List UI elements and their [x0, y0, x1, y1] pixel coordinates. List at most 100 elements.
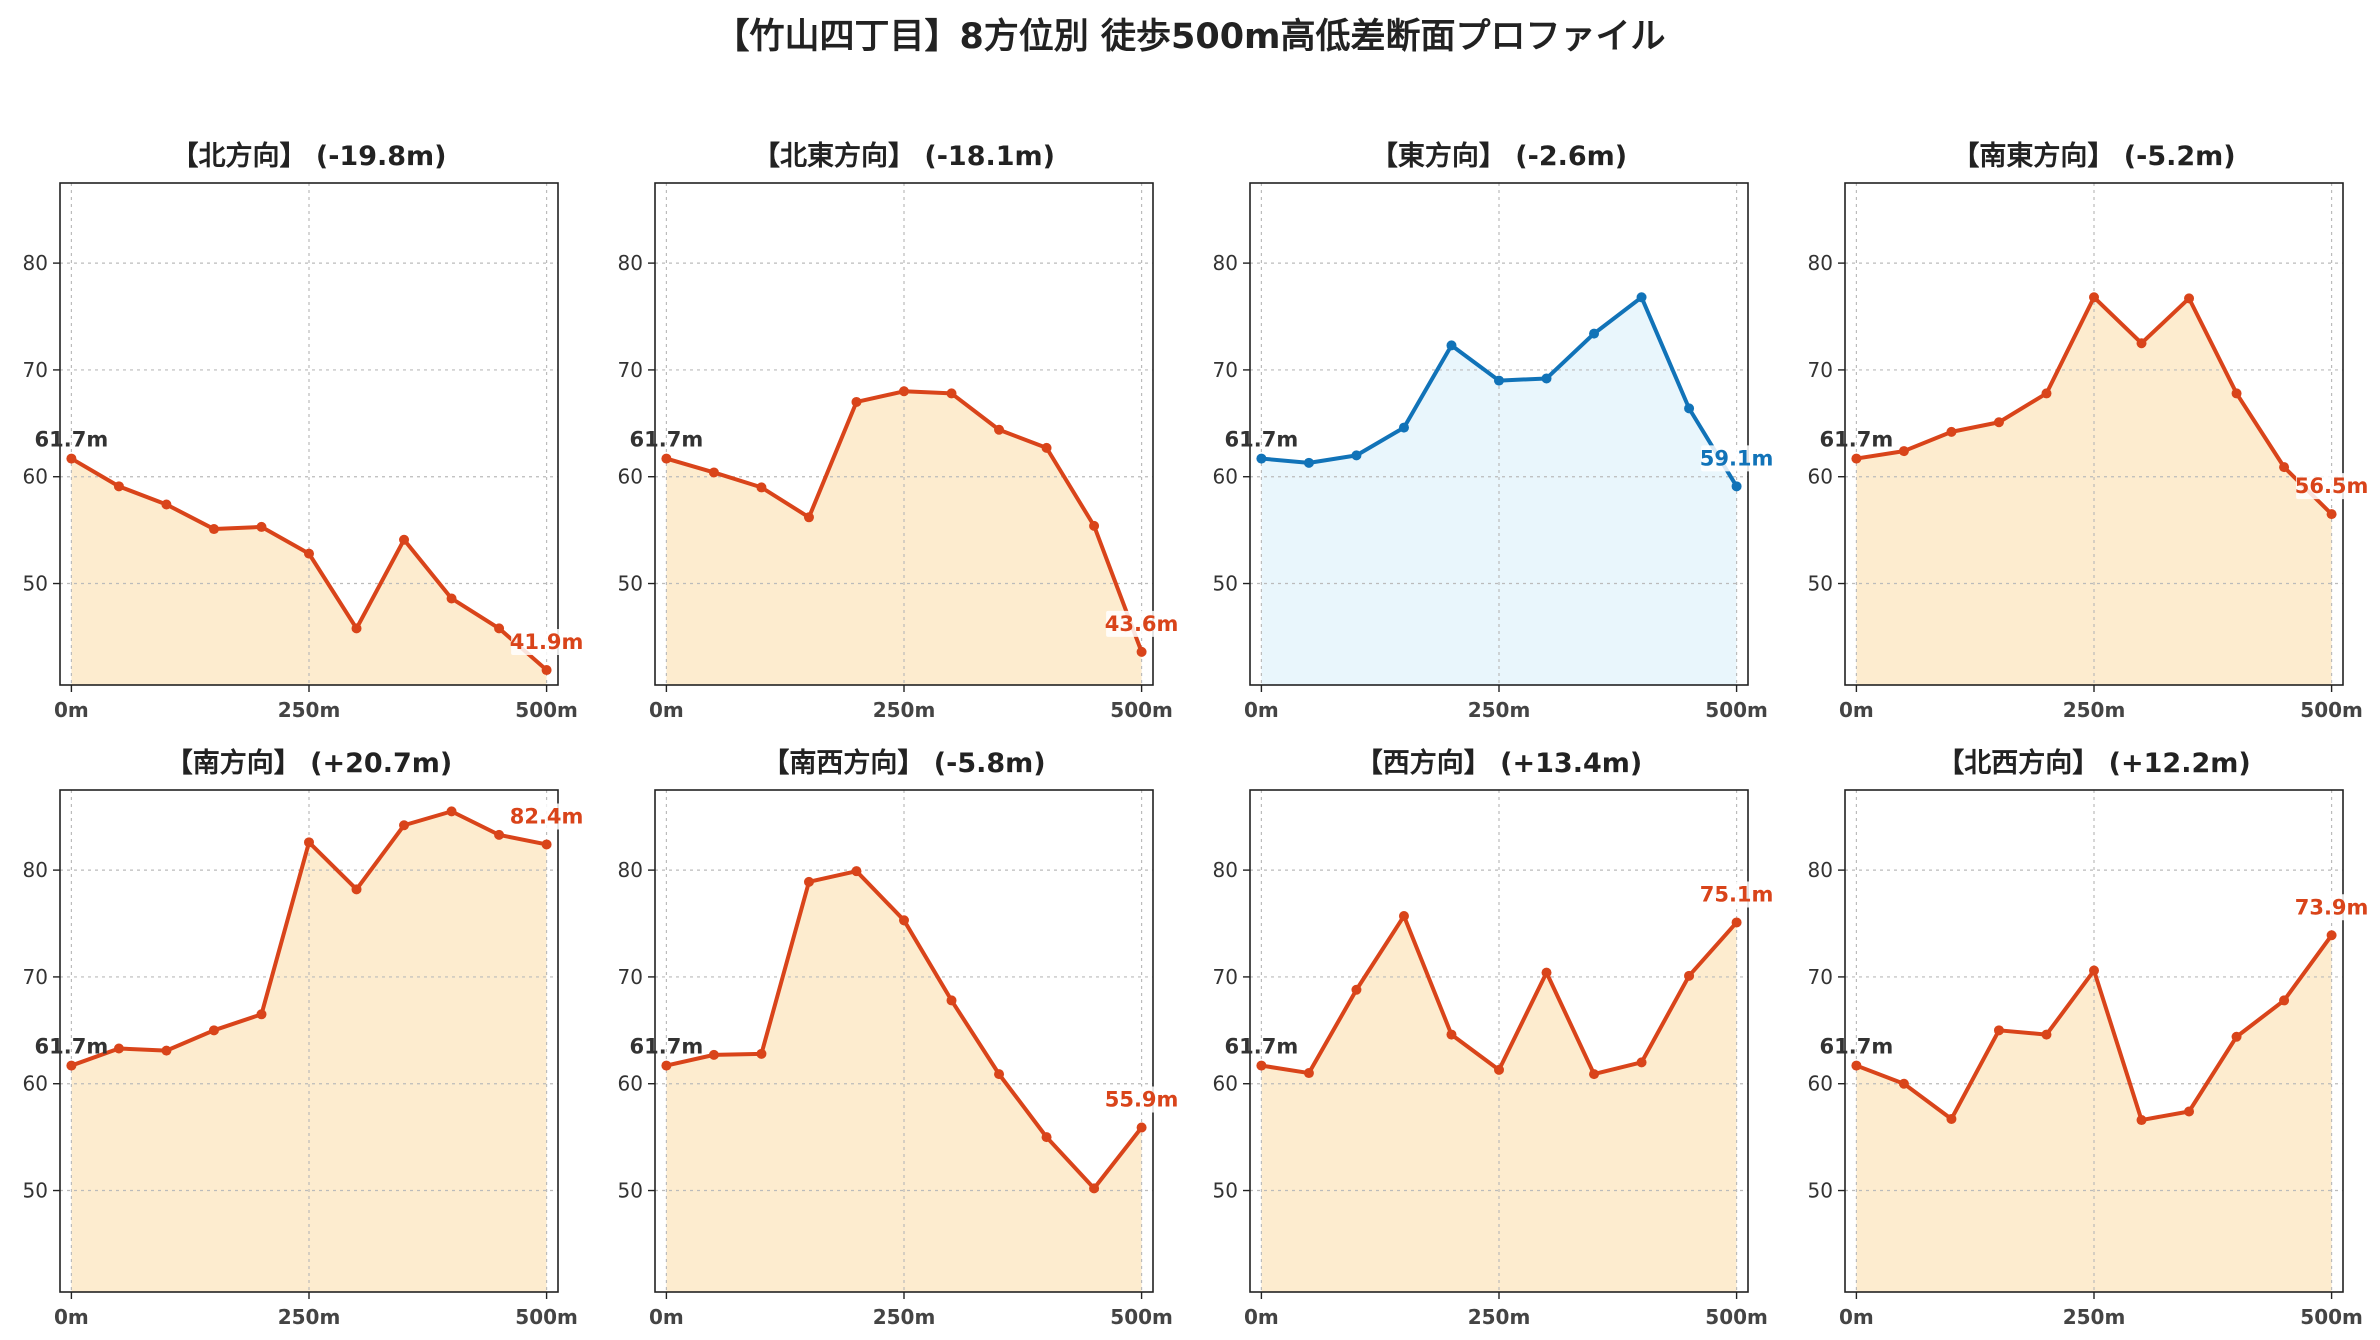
data-point: [446, 806, 457, 817]
end-label: 56.5m: [2295, 474, 2369, 498]
end-label-box: [1701, 445, 1773, 472]
y-tick-label: 80: [1808, 251, 1833, 275]
end-label-box: [1106, 610, 1178, 637]
data-point: [256, 521, 267, 532]
data-point: [1731, 917, 1742, 928]
data-point: [899, 386, 909, 397]
y-tick-label: 70: [23, 358, 48, 382]
start-label: 61.7m: [35, 428, 109, 452]
start-label: 61.7m: [1820, 428, 1894, 452]
data-point: [2184, 1106, 2195, 1117]
end-label: 41.9m: [510, 630, 584, 654]
x-tick-label: 500m: [2300, 698, 2363, 722]
y-tick-label: 60: [23, 1072, 48, 1096]
data-point: [208, 1025, 219, 1036]
subplot-6: 50 60 70 80 0m 250m 500m 【西方向】 (+13.4m) 61.7m 75.…: [1213, 747, 1774, 1329]
y-tick-label: 60: [618, 1072, 643, 1096]
subplot-0: 50 60 70 80 0m 250m 500m 【北方向】 (-19.8m) 61.7m 41.…: [23, 140, 584, 722]
data-point: [1851, 453, 1862, 464]
data-point: [1898, 446, 1909, 457]
data-point: [1303, 1068, 1314, 1079]
data-point: [541, 839, 552, 850]
subplot-title: 【北東方向】 (-18.1m): [753, 140, 1055, 172]
data-point: [1898, 1078, 1909, 1089]
end-label: 55.9m: [1105, 1088, 1179, 1112]
data-point: [708, 467, 719, 478]
x-tick-label: 250m: [278, 1305, 341, 1329]
data-point: [1589, 328, 1600, 339]
data-point: [803, 512, 814, 523]
data-point: [1398, 911, 1409, 922]
end-label: 73.9m: [2295, 895, 2369, 919]
data-point: [494, 829, 505, 840]
data-point: [1589, 1069, 1600, 1080]
y-tick-label: 60: [1808, 1072, 1833, 1096]
data-point: [304, 548, 314, 559]
end-label-box: [511, 803, 583, 830]
y-tick-label: 60: [618, 465, 643, 489]
data-point: [1303, 457, 1314, 468]
data-point: [1946, 426, 1957, 437]
data-point: [1256, 453, 1267, 464]
end-label-box: [2296, 473, 2368, 500]
x-tick-label: 500m: [515, 1305, 578, 1329]
y-tick-label: 50: [618, 572, 643, 596]
data-point: [1684, 970, 1695, 981]
x-tick-label: 0m: [1839, 698, 1874, 722]
data-point: [661, 1060, 672, 1071]
subplot-title: 【東方向】 (-2.6m): [1371, 140, 1627, 172]
x-tick-label: 500m: [1110, 698, 1173, 722]
subplot-2: 50 60 70 80 0m 250m 500m 【東方向】 (-2.6m) 61.7m 59.1…: [1213, 140, 1774, 722]
x-tick-label: 250m: [2063, 1305, 2126, 1329]
data-point: [1398, 422, 1409, 433]
data-point: [541, 665, 552, 676]
x-tick-label: 250m: [278, 698, 341, 722]
data-point: [1851, 1060, 1862, 1071]
x-tick-label: 500m: [515, 698, 578, 722]
x-tick-label: 0m: [649, 698, 684, 722]
y-tick-label: 60: [1808, 465, 1833, 489]
end-label: 82.4m: [510, 804, 584, 828]
data-point: [1636, 1057, 1647, 1068]
data-point: [2136, 338, 2147, 349]
data-point: [946, 995, 957, 1006]
data-point: [899, 915, 909, 926]
end-label-box: [1701, 881, 1773, 908]
data-point: [1494, 375, 1504, 386]
data-point: [1041, 1132, 1052, 1143]
x-tick-label: 250m: [873, 1305, 936, 1329]
x-tick-label: 0m: [649, 1305, 684, 1329]
subplot-5: 50 60 70 80 0m 250m 500m 【南西方向】 (-5.8m) 61.7m 55.…: [618, 747, 1179, 1329]
y-tick-label: 80: [1213, 858, 1238, 882]
x-tick-label: 250m: [873, 698, 936, 722]
data-point: [851, 396, 862, 407]
end-label: 75.1m: [1700, 882, 1774, 906]
data-point: [161, 1045, 172, 1056]
y-tick-label: 80: [1808, 858, 1833, 882]
y-tick-label: 60: [1213, 465, 1238, 489]
y-tick-label: 70: [23, 965, 48, 989]
y-tick-label: 50: [23, 1179, 48, 1203]
y-tick-label: 50: [1213, 1179, 1238, 1203]
data-point: [2279, 995, 2290, 1006]
area-fill: [71, 458, 547, 685]
data-point: [399, 534, 410, 545]
data-point: [66, 453, 77, 464]
data-point: [1993, 1025, 2004, 1036]
x-tick-label: 0m: [1244, 1305, 1279, 1329]
data-point: [1446, 1029, 1457, 1040]
y-tick-label: 60: [23, 465, 48, 489]
data-point: [1494, 1064, 1504, 1075]
y-tick-label: 50: [23, 572, 48, 596]
x-tick-label: 0m: [54, 698, 89, 722]
subplot-title: 【南東方向】 (-5.2m): [1952, 140, 2235, 172]
x-tick-label: 500m: [1110, 1305, 1173, 1329]
end-label-box: [2296, 894, 2368, 921]
start-label: 61.7m: [1820, 1035, 1894, 1059]
start-label: 61.7m: [1225, 428, 1299, 452]
x-tick-label: 500m: [1705, 1305, 1768, 1329]
data-point: [1089, 1183, 1100, 1194]
area-fill: [1261, 916, 1737, 1292]
subplot-title: 【北方向】 (-19.8m): [171, 140, 446, 172]
